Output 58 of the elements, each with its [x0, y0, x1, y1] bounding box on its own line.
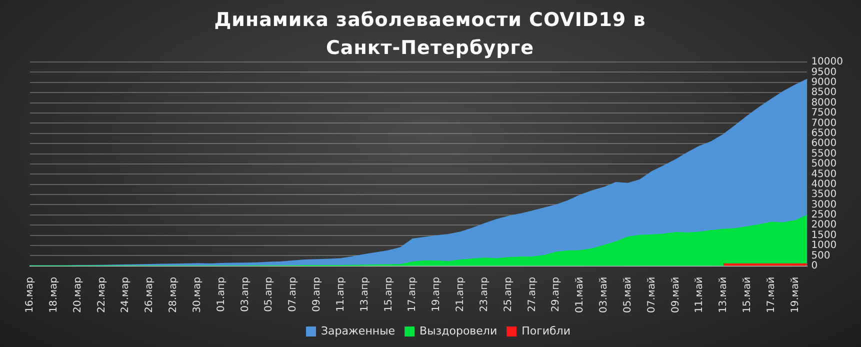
x-tick-label: 24.мар — [120, 276, 132, 313]
x-tick-label: 26.мар — [144, 276, 156, 313]
x-tick-label: 13.апр — [359, 276, 370, 312]
x-tick-label: 11.май — [694, 276, 706, 314]
x-tick-label: 01.апр — [216, 276, 227, 312]
x-tick-label: 07.апр — [288, 276, 299, 312]
y-tick-label: 3500 — [811, 189, 837, 200]
x-tick-label: 11.апр — [335, 276, 346, 312]
x-tick-label: 27.апр — [526, 276, 538, 312]
x-tick-label: 16.мар — [24, 276, 36, 313]
x-tick-label: 19.апр — [431, 276, 442, 312]
y-tick-label: 0 — [811, 260, 818, 272]
x-tick-label: 03.апр — [240, 276, 251, 312]
x-tick-label: 17.апр — [407, 276, 418, 312]
legend-label: Погибли — [522, 324, 571, 338]
y-tick-label: 9000 — [811, 76, 837, 88]
y-tick-label: 8500 — [811, 87, 837, 98]
legend-label: Зараженные — [321, 324, 396, 338]
x-tick-label: 20.мар — [72, 276, 84, 313]
x-tick-label: 22.мар — [96, 276, 108, 313]
y-tick-label: 10000 — [811, 56, 843, 68]
x-tick-label: 09.апр — [312, 276, 323, 312]
y-tick-label: 7000 — [811, 118, 837, 129]
x-tick-label: 18.мар — [48, 276, 60, 313]
y-tick-label: 9500 — [811, 66, 837, 78]
y-tick-label: 8000 — [811, 97, 837, 108]
y-tick-label: 6000 — [811, 138, 837, 150]
y-tick-label: 1000 — [811, 240, 837, 252]
x-tick-label: 17.май — [766, 276, 777, 314]
y-tick-label: 4000 — [811, 178, 837, 190]
x-tick-label: 03.май — [598, 276, 610, 314]
y-tick-label: 6500 — [811, 128, 837, 139]
x-tick-label: 19.май — [790, 276, 801, 314]
x-tick-label: 07.май — [646, 276, 658, 314]
x-tick-label: 21.апр — [455, 276, 466, 312]
y-tick-label: 4500 — [811, 168, 837, 180]
x-tick-label: 28.мар — [168, 276, 180, 313]
x-tick-label: 30.мар — [192, 276, 203, 313]
y-tick-label: 7500 — [811, 108, 837, 119]
x-tick-label: 23.апр — [478, 276, 490, 312]
y-tick-label: 2500 — [811, 210, 837, 221]
x-tick-label: 25.апр — [502, 276, 514, 312]
x-tick-label: 05.май — [622, 276, 634, 314]
x-tick-label: 29.апр — [550, 276, 562, 312]
chart-title: Динамика заболеваемости COVID19 в Санкт-Петербурге — [213, 8, 647, 61]
legend-label: Выздоровели — [420, 324, 498, 338]
x-tick-label: 09.май — [670, 276, 682, 314]
y-tick-label: 500 — [811, 250, 830, 262]
x-tick-label: 05.апр — [264, 276, 275, 312]
x-tick-label: 15.апр — [383, 276, 394, 312]
y-tick-label: 1500 — [811, 230, 837, 241]
y-tick-label: 5500 — [811, 148, 837, 160]
x-tick-label: 13.май — [718, 276, 730, 314]
x-tick-label: 01.май — [574, 276, 586, 314]
y-tick-label: 3000 — [811, 199, 837, 210]
y-tick-label: 5000 — [811, 158, 837, 170]
x-tick-label: 15.май — [742, 276, 753, 314]
y-tick-label: 2000 — [811, 220, 837, 231]
